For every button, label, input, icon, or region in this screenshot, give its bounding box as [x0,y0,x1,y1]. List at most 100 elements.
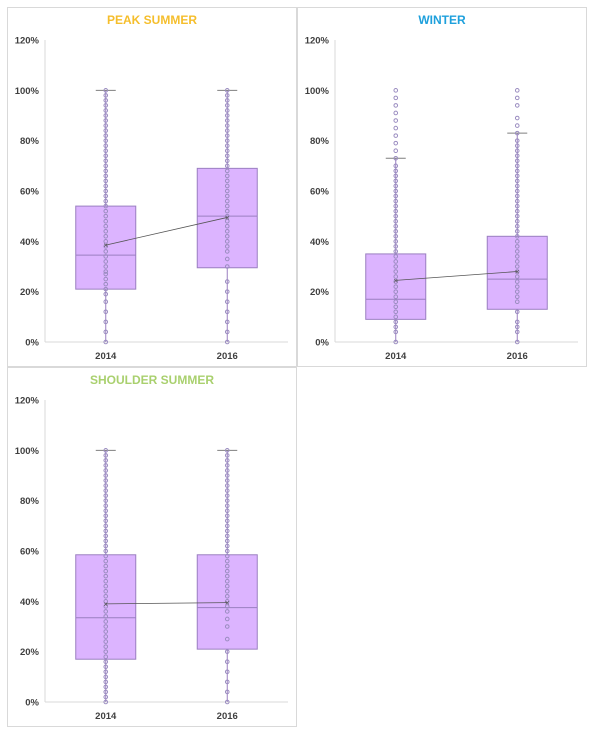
data-point [103,639,109,644]
data-point [393,228,399,234]
data-point [224,188,230,194]
data-point [514,183,520,189]
chart-panel-peak-summer: PEAK SUMMER 0% 20% 40% 60% 80% 100% 120% 2014 20… [7,7,297,367]
data-point [514,223,520,229]
data-point [103,468,109,473]
data-point [224,543,230,549]
data-point [393,269,399,274]
y-tick-label: 120% [305,36,330,47]
data-point [224,468,230,473]
data-point [224,148,230,154]
data-point [103,508,109,514]
data-point [514,299,520,305]
chart-title: SHOULDER SUMMER [89,373,214,387]
data-point [224,548,230,554]
x-tick-label: 2016 [507,351,528,362]
data-point [514,244,520,249]
y-tick-label: 120% [15,36,40,47]
data-point [224,244,230,249]
data-point [103,679,109,685]
data-point [224,599,230,604]
data-point [103,518,109,524]
data-point [103,153,109,159]
data-point [224,558,230,564]
y-tick-label: 0% [315,338,329,349]
data-point [514,173,520,179]
x-tick-label: 2016 [217,351,238,362]
data-point [103,188,109,194]
data-point [103,309,109,315]
data-point [393,294,399,300]
data-point [514,103,520,108]
data-point [224,503,230,508]
data-point [224,213,230,219]
data-point [224,203,230,209]
data-point [224,604,230,609]
data-point [103,513,109,519]
y-tick-label: 60% [20,547,40,558]
data-point [224,518,230,524]
data-point [224,583,230,589]
data-point [103,563,109,569]
data-point [393,299,399,305]
data-point [514,148,520,154]
data-point [103,299,109,305]
data-point [224,183,230,189]
data-point [103,339,109,345]
data-point [103,568,109,574]
data-point [103,659,109,665]
data-point [224,553,230,559]
data-point [393,218,399,224]
data-point [224,483,230,488]
box-2014 [75,554,137,660]
data-point [393,183,399,189]
data-point [393,254,399,259]
y-tick-label: 40% [310,237,330,248]
data-point [224,198,230,204]
data-point [224,689,230,695]
data-point [224,339,230,345]
data-point [393,198,399,204]
data-point [103,254,109,259]
data-point [224,636,230,642]
data-point [103,148,109,154]
data-point [393,103,399,108]
data-point [514,163,520,169]
data-point [514,279,520,284]
data-point [514,289,520,294]
data-point [224,98,230,103]
data-point [514,309,520,315]
data-point [224,228,230,234]
data-point [224,193,230,199]
x-tick-label: 2014 [95,351,117,362]
data-point [103,689,109,695]
data-point [103,694,109,700]
data-point [103,583,109,589]
data-point [393,309,399,315]
data-point [514,153,520,159]
data-point [103,118,109,123]
data-point [393,95,399,101]
x-tick-label: 2016 [217,711,238,722]
data-point [103,203,109,209]
data-point [514,123,520,128]
data-point [103,473,109,478]
data-point [224,453,230,458]
mean-line [105,217,228,246]
data-point [103,483,109,488]
data-point [393,148,399,154]
data-point [224,513,230,519]
data-point [224,458,230,463]
data-point [393,329,399,335]
data-point [514,95,520,101]
data-point [224,256,230,262]
data-point [103,588,109,594]
data-point [224,158,230,164]
data-point [103,168,109,174]
data-point [514,319,520,325]
data-point [103,234,109,239]
data-point [103,271,109,277]
data-point [224,616,230,622]
data-point [224,138,230,143]
data-point [103,619,109,624]
